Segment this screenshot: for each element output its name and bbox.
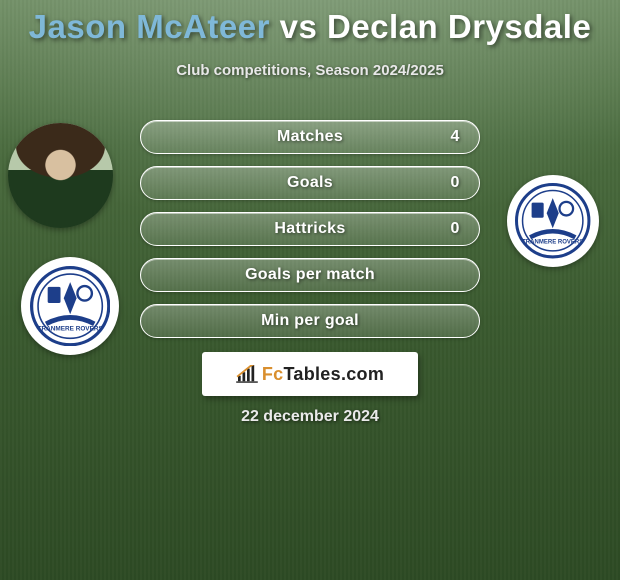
stat-row-goals: Goals 0	[140, 166, 480, 200]
stats-container: Matches 4 Goals 0 Hattricks 0 Goals per …	[140, 120, 480, 350]
stat-row-hattricks: Hattricks 0	[140, 212, 480, 246]
brand-main: Tables	[283, 364, 341, 384]
brand-suffix: .com	[341, 364, 384, 384]
player2-club-crest: TRANMERE ROVERS	[507, 175, 599, 267]
stat-right-value: 0	[437, 220, 473, 238]
stat-label: Hattricks	[183, 220, 437, 238]
svg-text:TRANMERE ROVERS: TRANMERE ROVERS	[522, 240, 583, 246]
stat-right-value: 0	[437, 174, 473, 192]
date-label: 22 december 2024	[0, 408, 620, 426]
brand-prefix: Fc	[262, 364, 284, 384]
brand-text: FcTables.com	[262, 364, 384, 385]
stat-row-min-per-goal: Min per goal	[140, 304, 480, 338]
stat-label: Goals per match	[183, 266, 437, 284]
tranmere-crest-icon: TRANMERE ROVERS	[30, 266, 110, 346]
player1-portrait	[8, 123, 113, 228]
svg-text:TRANMERE ROVERS: TRANMERE ROVERS	[37, 325, 103, 332]
stat-right-value: 4	[437, 128, 473, 146]
tranmere-crest-icon: TRANMERE ROVERS	[515, 183, 590, 258]
player1-photo	[8, 123, 113, 228]
player1-name: Jason McAteer	[29, 8, 270, 45]
stat-row-matches: Matches 4	[140, 120, 480, 154]
bar-chart-icon	[236, 365, 258, 383]
stat-label: Min per goal	[183, 312, 437, 330]
brand-badge: FcTables.com	[202, 352, 418, 396]
player1-club-crest: TRANMERE ROVERS	[21, 257, 119, 355]
stat-row-goals-per-match: Goals per match	[140, 258, 480, 292]
player2-name: Declan Drysdale	[327, 8, 591, 45]
page-title: Jason McAteer vs Declan Drysdale	[0, 8, 620, 46]
stat-label: Goals	[183, 174, 437, 192]
vs-label: vs	[280, 8, 318, 45]
subtitle: Club competitions, Season 2024/2025	[0, 62, 620, 79]
stat-label: Matches	[183, 128, 437, 146]
